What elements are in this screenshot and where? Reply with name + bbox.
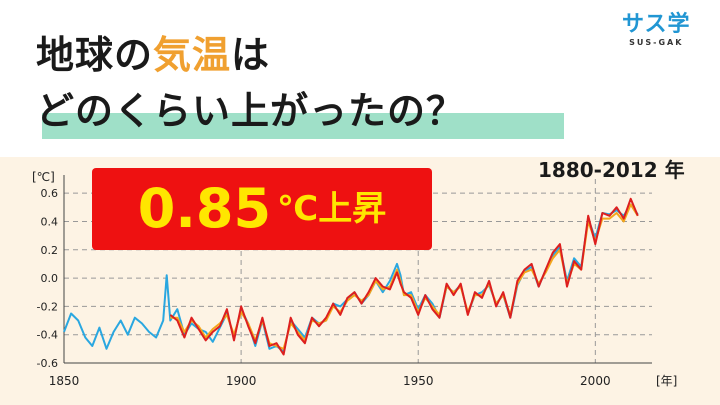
y-tick-label: -0.4 <box>37 329 58 342</box>
series-line-3 <box>169 197 639 356</box>
y-tick-label: 0.0 <box>41 272 59 285</box>
logo-main-text: サス学 <box>622 12 691 37</box>
y-tick-label: 0.4 <box>41 215 59 228</box>
logo-sub-text: SUS-GAK <box>629 38 684 47</box>
title-accent-word: 気温 <box>153 33 232 77</box>
y-tick-label: -0.2 <box>37 300 58 313</box>
badge-unit: ℃上昇 <box>277 189 387 229</box>
y-tick-label: -0.6 <box>37 357 58 370</box>
x-tick-label: 1900 <box>226 374 257 388</box>
title-line-1: 地球の気温は <box>36 36 270 74</box>
x-tick-label: 1850 <box>49 374 80 388</box>
x-tick-label: 2000 <box>580 374 611 388</box>
x-axis-label: [年] <box>656 374 677 388</box>
period-label: 1880-2012 年 <box>538 158 685 182</box>
title-highlight-band <box>42 113 564 139</box>
title-line-1-part2: は <box>231 33 271 77</box>
temperature-rise-badge: 0.85 ℃上昇 <box>92 168 432 250</box>
y-tick-label: 0.6 <box>41 187 59 200</box>
x-tick-label: 1950 <box>403 374 434 388</box>
y-axis-label: [℃] <box>32 170 55 184</box>
y-tick-label: 0.2 <box>41 244 59 257</box>
badge-value: 0.85 <box>137 177 272 240</box>
brand-logo: サス学 SUS-GAK <box>622 12 691 48</box>
title-line-1-part1: 地球の <box>36 33 154 77</box>
title-line-2: どのくらい上がったの？ <box>36 89 466 133</box>
